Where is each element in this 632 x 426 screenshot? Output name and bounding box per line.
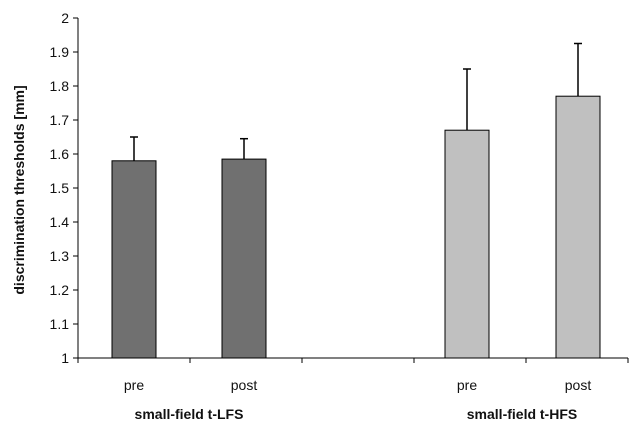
bar — [444, 129, 490, 359]
y-tick-label: 1.7 — [50, 112, 70, 128]
x-category-label: post — [565, 377, 592, 393]
y-tick-label: 1.2 — [50, 282, 70, 298]
y-tick-label: 1.3 — [50, 248, 70, 264]
bar — [221, 158, 267, 359]
y-axis-ticks: 1 1.1 1.2 1.3 1.4 1.5 1.6 1.7 1.8 1.9 2 — [50, 10, 629, 366]
x-axis-group-labels: small-field t-LFS small-field t-HFS — [135, 406, 578, 422]
x-category-label: post — [231, 377, 258, 393]
y-tick-label: 1.6 — [50, 146, 70, 162]
x-axis-category-labels: pre post pre post — [124, 377, 591, 393]
x-category-label: pre — [124, 377, 144, 393]
y-axis-title: discrimination thresholds [mm] — [11, 85, 27, 294]
bar — [111, 160, 157, 359]
x-group-label: small-field t-HFS — [467, 406, 577, 422]
y-tick-label: 1.9 — [50, 44, 70, 60]
error-bars-layer — [130, 42, 582, 161]
x-group-label: small-field t-LFS — [135, 406, 244, 422]
y-tick-label: 1.5 — [50, 180, 70, 196]
bars-layer — [111, 95, 601, 359]
y-tick-label: 1 — [61, 350, 69, 366]
y-tick-label: 2 — [61, 10, 69, 26]
y-tick-label: 1.1 — [50, 316, 70, 332]
y-tick-label: 1.4 — [50, 214, 70, 230]
bar — [555, 95, 601, 359]
x-category-label: pre — [457, 377, 477, 393]
y-tick-label: 1.8 — [50, 78, 70, 94]
